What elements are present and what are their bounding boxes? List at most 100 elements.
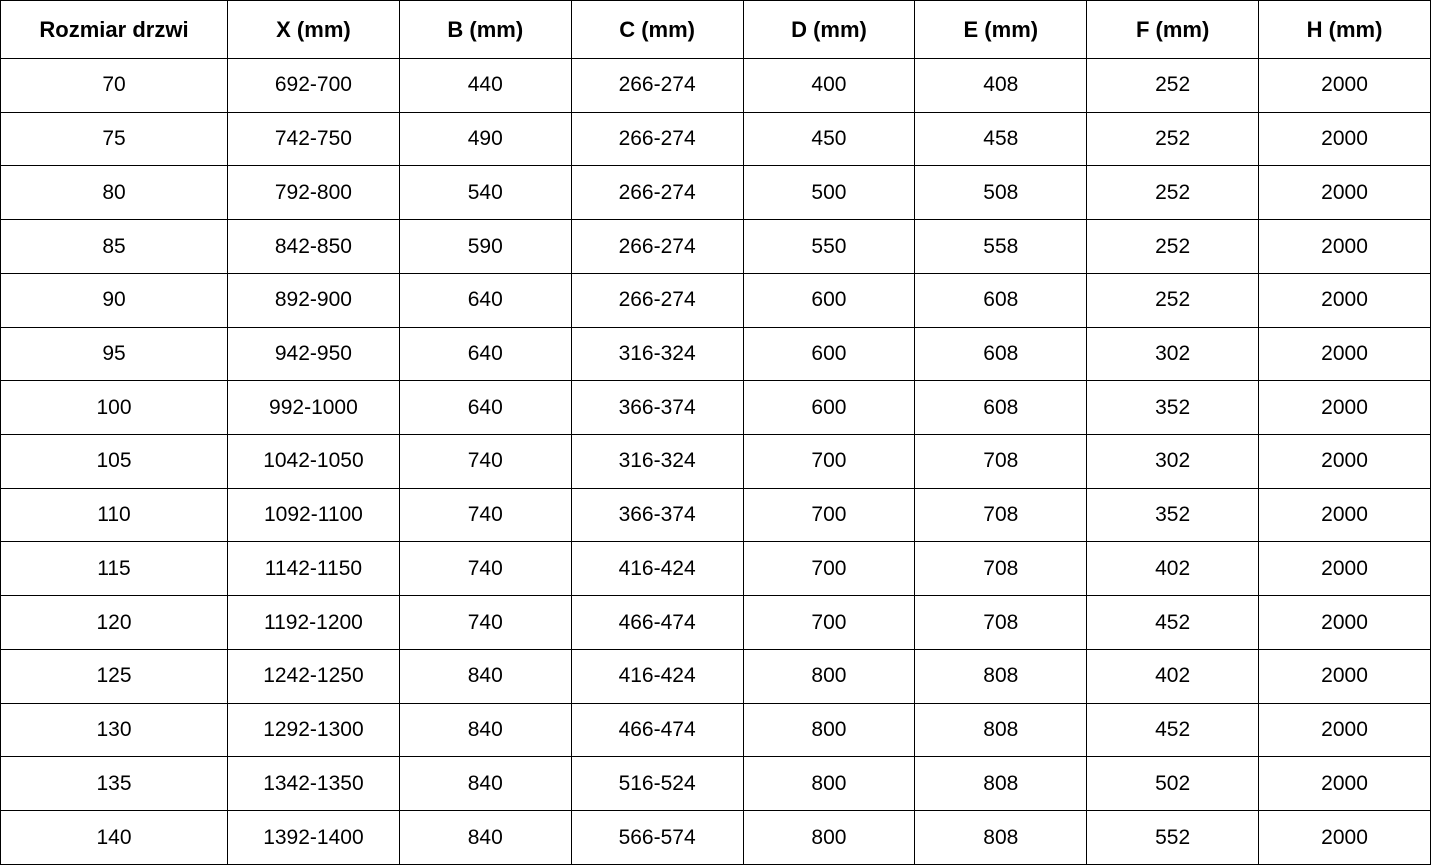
- table-cell: 1242-1250: [227, 648, 400, 704]
- table-cell: 1342-1350: [227, 756, 400, 812]
- table-cell: 302: [1086, 434, 1260, 489]
- table-row: 95 942-950 640 316-324 600 608 302 2000: [0, 326, 1431, 382]
- table-cell: 692-700: [227, 58, 400, 113]
- table-cell: 800: [742, 702, 916, 758]
- table-row: 135 1342-1350 840 516-524 800 808 502 2000: [0, 756, 1431, 812]
- table-cell: 708: [914, 595, 1088, 650]
- column-header: C (mm): [570, 0, 744, 59]
- table-cell: 600: [742, 326, 916, 382]
- table-cell: 840: [398, 702, 572, 758]
- table-cell: 2000: [1258, 595, 1431, 650]
- table-cell: 2000: [1258, 326, 1431, 382]
- column-header: X (mm): [227, 0, 400, 59]
- table-cell: 266-274: [570, 272, 744, 328]
- table-cell: 452: [1086, 702, 1260, 758]
- table-cell: 552: [1086, 810, 1260, 865]
- table-cell: 490: [398, 111, 572, 167]
- table-cell: 266-274: [570, 58, 744, 113]
- table-row: 90 892-900 640 266-274 600 608 252 2000: [0, 272, 1431, 328]
- column-header: E (mm): [914, 0, 1088, 59]
- table-cell: 808: [914, 810, 1088, 865]
- table-cell: 942-950: [227, 326, 400, 382]
- table-cell: 2000: [1258, 111, 1431, 167]
- table-cell: 2000: [1258, 165, 1431, 221]
- table-cell: 842-850: [227, 219, 400, 274]
- table-cell: 80: [0, 165, 228, 221]
- table-cell: 840: [398, 756, 572, 812]
- table-cell: 2000: [1258, 648, 1431, 704]
- table-cell: 708: [914, 434, 1088, 489]
- table-cell: 1092-1100: [227, 487, 400, 543]
- table-cell: 266-274: [570, 111, 744, 167]
- table-cell: 1142-1150: [227, 541, 400, 597]
- table-cell: 740: [398, 434, 572, 489]
- table-cell: 130: [0, 702, 228, 758]
- table-cell: 1192-1200: [227, 595, 400, 650]
- table-cell: 135: [0, 756, 228, 812]
- table-cell: 85: [0, 219, 228, 274]
- table-cell: 2000: [1258, 434, 1431, 489]
- table-cell: 742-750: [227, 111, 400, 167]
- table-row: 110 1092-1100 740 366-374 700 708 352 2000: [0, 487, 1431, 543]
- table-cell: 2000: [1258, 58, 1431, 113]
- table-cell: 252: [1086, 58, 1260, 113]
- table-cell: 402: [1086, 648, 1260, 704]
- table-cell: 440: [398, 58, 572, 113]
- table-cell: 2000: [1258, 272, 1431, 328]
- column-header: H (mm): [1258, 0, 1431, 59]
- table-cell: 708: [914, 487, 1088, 543]
- table-cell: 1392-1400: [227, 810, 400, 865]
- table-cell: 566-574: [570, 810, 744, 865]
- table-row: 100 992-1000 640 366-374 600 608 352 2000: [0, 380, 1431, 436]
- table-cell: 800: [742, 810, 916, 865]
- table-cell: 590: [398, 219, 572, 274]
- table-cell: 500: [742, 165, 916, 221]
- table-cell: 800: [742, 648, 916, 704]
- table-cell: 452: [1086, 595, 1260, 650]
- table-cell: 70: [0, 58, 228, 113]
- table-cell: 600: [742, 380, 916, 436]
- table-cell: 416-424: [570, 541, 744, 597]
- table-cell: 600: [742, 272, 916, 328]
- table-cell: 110: [0, 487, 228, 543]
- table-row: 85 842-850 590 266-274 550 558 252 2000: [0, 219, 1431, 274]
- table-cell: 708: [914, 541, 1088, 597]
- table-cell: 2000: [1258, 541, 1431, 597]
- table-cell: 1292-1300: [227, 702, 400, 758]
- column-header: D (mm): [742, 0, 916, 59]
- table-row: 125 1242-1250 840 416-424 800 808 402 2000: [0, 648, 1431, 704]
- table-cell: 808: [914, 756, 1088, 812]
- table-cell: 400: [742, 58, 916, 113]
- table-body: 70 692-700 440 266-274 400 408 252 2000 75 742-75…: [0, 58, 1431, 865]
- table-cell: 252: [1086, 219, 1260, 274]
- table-cell: 100: [0, 380, 228, 436]
- table-cell: 416-424: [570, 648, 744, 704]
- table-row: 120 1192-1200 740 466-474 700 708 452 2000: [0, 595, 1431, 650]
- table-cell: 266-274: [570, 165, 744, 221]
- table-cell: 840: [398, 648, 572, 704]
- table-cell: 550: [742, 219, 916, 274]
- table-header-row: Rozmiar drzwi X (mm) B (mm) C (mm) D (mm) E (…: [0, 0, 1431, 59]
- table-cell: 792-800: [227, 165, 400, 221]
- table-cell: 700: [742, 434, 916, 489]
- table-cell: 458: [914, 111, 1088, 167]
- table-cell: 640: [398, 380, 572, 436]
- table-cell: 992-1000: [227, 380, 400, 436]
- table-cell: 700: [742, 541, 916, 597]
- table-cell: 302: [1086, 326, 1260, 382]
- table-cell: 366-374: [570, 487, 744, 543]
- column-header: F (mm): [1086, 0, 1260, 59]
- table-cell: 516-524: [570, 756, 744, 812]
- table-cell: 608: [914, 272, 1088, 328]
- table-cell: 508: [914, 165, 1088, 221]
- table-cell: 316-324: [570, 326, 744, 382]
- table-head: Rozmiar drzwi X (mm) B (mm) C (mm) D (mm) E (…: [0, 0, 1431, 59]
- table-cell: 502: [1086, 756, 1260, 812]
- column-header: B (mm): [398, 0, 572, 59]
- table-cell: 402: [1086, 541, 1260, 597]
- table-cell: 540: [398, 165, 572, 221]
- table-cell: 2000: [1258, 756, 1431, 812]
- table-cell: 2000: [1258, 702, 1431, 758]
- table-cell: 366-374: [570, 380, 744, 436]
